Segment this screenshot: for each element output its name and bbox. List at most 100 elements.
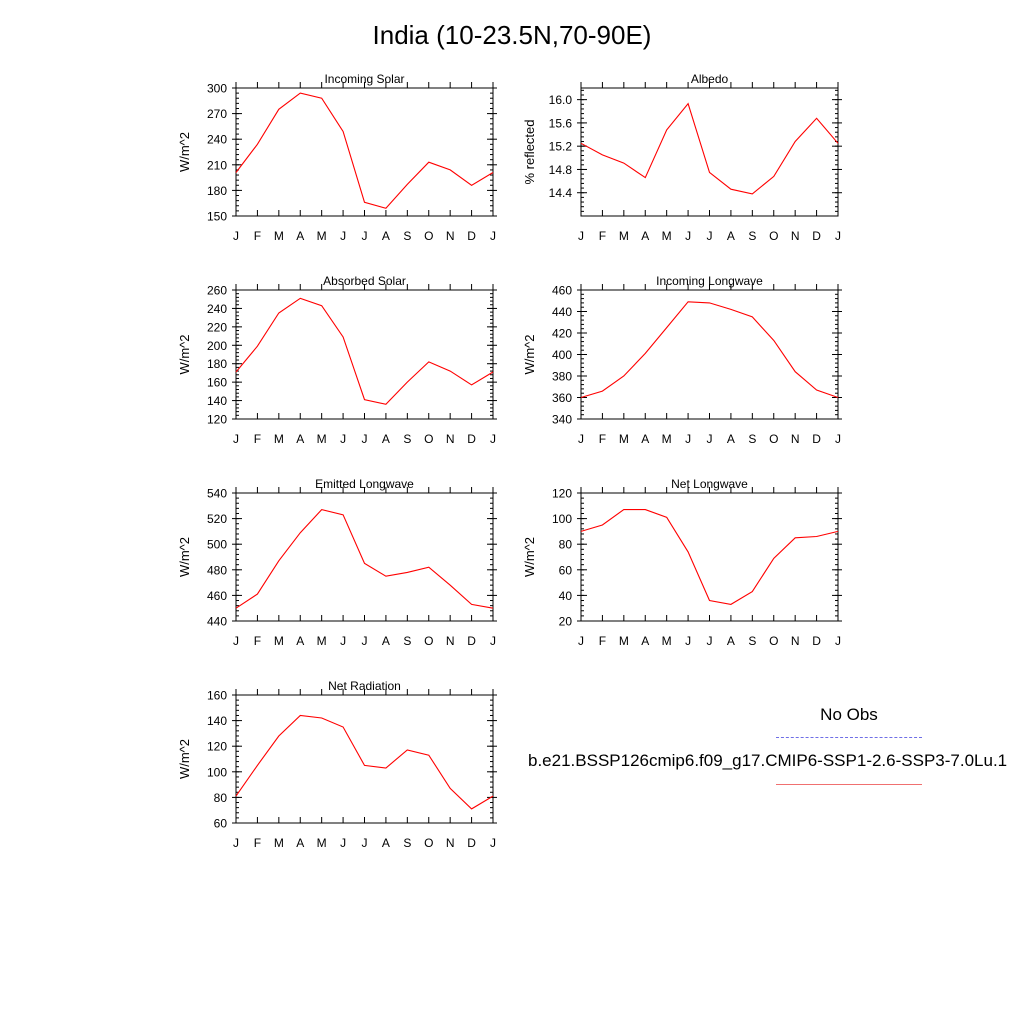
panel-7-ytick-label: 60 <box>214 817 228 831</box>
panel-2-ytick-label: 15.6 <box>549 116 573 130</box>
panel-2-ytick-label: 14.8 <box>549 163 573 177</box>
panel-2-xtick-label: D <box>812 229 821 243</box>
panel-2-xtick-label: J <box>685 229 691 243</box>
panel-4-ytick-label: 380 <box>552 370 572 384</box>
panel-3-ytick-label: 180 <box>207 357 227 371</box>
panel-2-ytick-label: 16.0 <box>549 93 573 107</box>
panel-4-xtick-label: O <box>769 432 778 446</box>
panel-7-xtick-label: A <box>382 836 390 850</box>
panel-5-xtick-label: A <box>382 634 390 648</box>
panel-5-xtick-label: J <box>490 634 496 648</box>
panel-6-ytick-label: 20 <box>559 615 573 629</box>
panel-1-xtick-label: F <box>254 229 261 243</box>
panel-6-xtick-label: A <box>641 634 649 648</box>
panel-1-ytick-label: 210 <box>207 158 227 172</box>
panel-7-xtick-label: D <box>467 836 476 850</box>
panel-7-xtick-label: J <box>233 836 239 850</box>
panel-2-frame <box>580 87 839 217</box>
panel-5-ytick-label: 480 <box>207 563 227 577</box>
panel-3-xtick-label: J <box>490 432 496 446</box>
panel-7-ytick-label: 160 <box>207 689 227 703</box>
panel-3-xtick-label: D <box>467 432 476 446</box>
panel-1-xtick-label: J <box>490 229 496 243</box>
panel-1-ytick-label: 270 <box>207 107 227 121</box>
panel-3-ytick-label: 200 <box>207 339 227 353</box>
panel-5-xtick-label: N <box>446 634 455 648</box>
panel-5-xtick-label: S <box>403 634 411 648</box>
panel-6-ytick-label: 60 <box>559 563 573 577</box>
panel-4-ytick-label: 400 <box>552 348 572 362</box>
panel-1-series-line <box>235 92 494 209</box>
panel-5-ytick-label: 520 <box>207 512 227 526</box>
panel-2-xtick-label: A <box>727 229 735 243</box>
panel-3-ytick-label: 140 <box>207 394 227 408</box>
panel-7-ylabel: W/m^2 <box>177 739 192 779</box>
panel-1-ytick-label: 150 <box>207 210 227 224</box>
panel-6-xtick-label: S <box>748 634 756 648</box>
panel-3-xtick-label: N <box>446 432 455 446</box>
panel-7-xtick-label: O <box>424 836 433 850</box>
panel-3-ytick-label: 260 <box>207 284 227 298</box>
panel-1-xtick-label: O <box>424 229 433 243</box>
panel-7-xtick-label: N <box>446 836 455 850</box>
panel-3-ytick-label: 240 <box>207 302 227 316</box>
panel-7-xtick-label: J <box>362 836 368 850</box>
panel-1-xtick-label: D <box>467 229 476 243</box>
panel-1-xtick-label: J <box>362 229 368 243</box>
panel-6-xtick-label: J <box>685 634 691 648</box>
panel-2-xtick-label: A <box>641 229 649 243</box>
figure-title: India (10-23.5N,70-90E) <box>372 20 652 50</box>
panel-1-xtick-label: A <box>296 229 304 243</box>
panel-7-xtick-label: J <box>490 836 496 850</box>
panel-6-title: Net Longwave <box>671 477 748 491</box>
panel-3-ylabel: W/m^2 <box>177 334 192 374</box>
legend-model-label: b.e21.BSSP126cmip6.f09_g17.CMIP6-SSP1-2.… <box>528 751 1008 770</box>
panel-1-xtick-label: J <box>340 229 346 243</box>
legend-model-line <box>776 784 922 785</box>
panel-7-title: Net Radiation <box>328 679 401 693</box>
panel-7-xtick-label: M <box>274 836 284 850</box>
panel-7-ytick-label: 120 <box>207 740 227 754</box>
panel-3-xtick-label: M <box>274 432 284 446</box>
panel-6-xtick-label: J <box>578 634 584 648</box>
panel-4-xtick-label: J <box>685 432 691 446</box>
panel-2-xtick-label: J <box>578 229 584 243</box>
panel-6-ytick-label: 80 <box>559 538 573 552</box>
panel-1-title: Incoming Solar <box>324 72 404 86</box>
panel-2-xtick-label: F <box>599 229 606 243</box>
panel-6-xtick-label: J <box>707 634 713 648</box>
panel-2-xtick-label: J <box>835 229 841 243</box>
panel-5-xtick-label: F <box>254 634 261 648</box>
panel-5-ytick-label: 440 <box>207 615 227 629</box>
panel-6-xtick-label: J <box>835 634 841 648</box>
panel-4-xtick-label: N <box>791 432 800 446</box>
panel-7-xtick-label: S <box>403 836 411 850</box>
panel-4-ytick-label: 360 <box>552 391 572 405</box>
panel-4-xtick-label: M <box>662 432 672 446</box>
panel-6-xtick-label: A <box>727 634 735 648</box>
panel-5-xtick-label: D <box>467 634 476 648</box>
panel-1-xtick-label: N <box>446 229 455 243</box>
panel-6-ylabel: W/m^2 <box>522 537 537 577</box>
panel-4-xtick-label: F <box>599 432 606 446</box>
panel-2-xtick-label: S <box>748 229 756 243</box>
panel-3-ytick-label: 120 <box>207 413 227 427</box>
panel-5-frame <box>235 492 494 622</box>
panel-5-xtick-label: O <box>424 634 433 648</box>
panel-7-xtick-label: F <box>254 836 261 850</box>
panel-4-frame <box>580 289 839 420</box>
panel-4-series-line <box>580 301 839 399</box>
panel-6-ytick-label: 40 <box>559 589 573 603</box>
panel-1-xtick-label: M <box>274 229 284 243</box>
panel-4-xtick-label: J <box>835 432 841 446</box>
legend-obs-line <box>776 737 922 738</box>
panel-6-xtick-label: M <box>662 634 672 648</box>
panel-6-ytick-label: 100 <box>552 512 572 526</box>
panel-2-xtick-label: O <box>769 229 778 243</box>
